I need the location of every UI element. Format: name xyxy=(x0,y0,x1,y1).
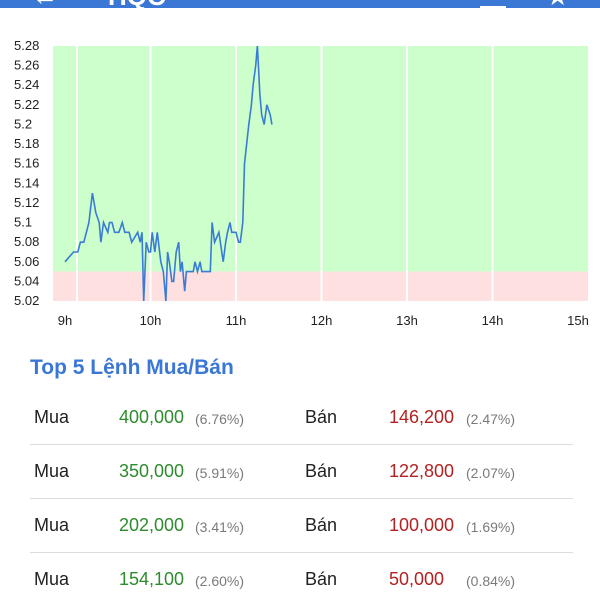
sell-percent: (0.84%) xyxy=(466,573,516,589)
intraday-price-chart: 5.28 5.26 5.24 5.22 5.2 5.18 5.16 5.14 5.12 5.1 5.… xyxy=(14,38,589,328)
buy-label: Mua xyxy=(34,515,70,535)
buy-percent: (5.91%) xyxy=(195,465,245,481)
sell-percent: (2.07%) xyxy=(466,465,516,481)
y-axis: 5.28 5.26 5.24 5.22 5.2 5.18 5.16 5.14 5.12 5.1 5.… xyxy=(14,38,39,308)
x-tick-label: 10h xyxy=(140,313,162,328)
y-tick-label: 5.1 xyxy=(14,215,32,230)
buy-label: Mua xyxy=(34,407,70,427)
buy-volume: 400,000 xyxy=(119,407,185,427)
star-icon[interactable]: ★ xyxy=(546,0,569,8)
x-tick-label: 15h xyxy=(567,313,589,328)
chart-icon[interactable] xyxy=(480,0,506,8)
buy-percent: (6.76%) xyxy=(195,411,245,427)
buy-percent: (2.60%) xyxy=(195,573,245,589)
price-line xyxy=(64,45,273,302)
order-row: Mua 350,000 (5.91%) Bán 122,800 (2.07%) xyxy=(30,445,573,499)
y-tick-label: 5.08 xyxy=(14,234,39,249)
y-tick-label: 5.22 xyxy=(14,97,39,112)
y-tick-label: 5.04 xyxy=(14,273,39,288)
x-tick-label: 9h xyxy=(58,313,72,328)
sell-volume: 100,000 xyxy=(389,515,455,535)
y-tick-label: 5.14 xyxy=(14,175,39,190)
y-tick-label: 5.18 xyxy=(14,136,39,151)
arrow-back-icon[interactable]: ← xyxy=(32,0,58,8)
app-bar: ← HQC ★ xyxy=(0,0,600,8)
y-tick-label: 5.26 xyxy=(14,58,39,73)
y-tick-label: 5.28 xyxy=(14,38,39,53)
x-tick-label: 11h xyxy=(226,313,247,328)
buy-volume: 202,000 xyxy=(119,515,185,535)
sell-percent: (2.47%) xyxy=(466,411,516,427)
x-tick-label: 12h xyxy=(311,313,333,328)
x-tick-label: 14h xyxy=(482,313,504,328)
sell-volume: 50,000 xyxy=(389,569,445,589)
top-orders-table: Mua 400,000 (6.76%) Bán 146,200 (2.47%) Mua 350… xyxy=(30,391,573,606)
y-tick-label: 5.12 xyxy=(14,195,39,210)
order-row: Mua 154,100 (2.60%) Bán 50,000 (0.84%) xyxy=(30,553,573,606)
order-row: Mua 202,000 (3.41%) Bán 100,000 (1.69%) xyxy=(30,499,573,553)
sell-label: Bán xyxy=(305,461,338,481)
sell-label: Bán xyxy=(305,569,338,589)
y-tick-label: 5.02 xyxy=(14,293,39,308)
stock-symbol-title: HQC xyxy=(108,0,166,8)
buy-volume: 154,100 xyxy=(119,569,185,589)
buy-volume: 350,000 xyxy=(119,461,185,481)
y-tick-label: 5.06 xyxy=(14,254,39,269)
top-orders-title: Top 5 Lệnh Mua/Bán xyxy=(30,356,234,379)
y-tick-label: 5.24 xyxy=(14,77,39,92)
y-tick-label: 5.16 xyxy=(14,156,39,171)
buy-label: Mua xyxy=(34,569,70,589)
sell-label: Bán xyxy=(305,515,338,535)
buy-percent: (3.41%) xyxy=(195,519,245,535)
sell-volume: 146,200 xyxy=(389,407,455,427)
chart-grid xyxy=(76,46,494,301)
sell-percent: (1.69%) xyxy=(466,519,516,535)
order-row: Mua 400,000 (6.76%) Bán 146,200 (2.47%) xyxy=(30,391,573,445)
buy-label: Mua xyxy=(34,461,70,481)
y-tick-label: 5.2 xyxy=(14,116,32,131)
sell-volume: 122,800 xyxy=(389,461,455,481)
x-tick-label: 13h xyxy=(396,313,418,328)
x-axis: 9h 10h 11h 12h 13h 14h 15h xyxy=(58,313,589,328)
sell-label: Bán xyxy=(305,407,338,427)
